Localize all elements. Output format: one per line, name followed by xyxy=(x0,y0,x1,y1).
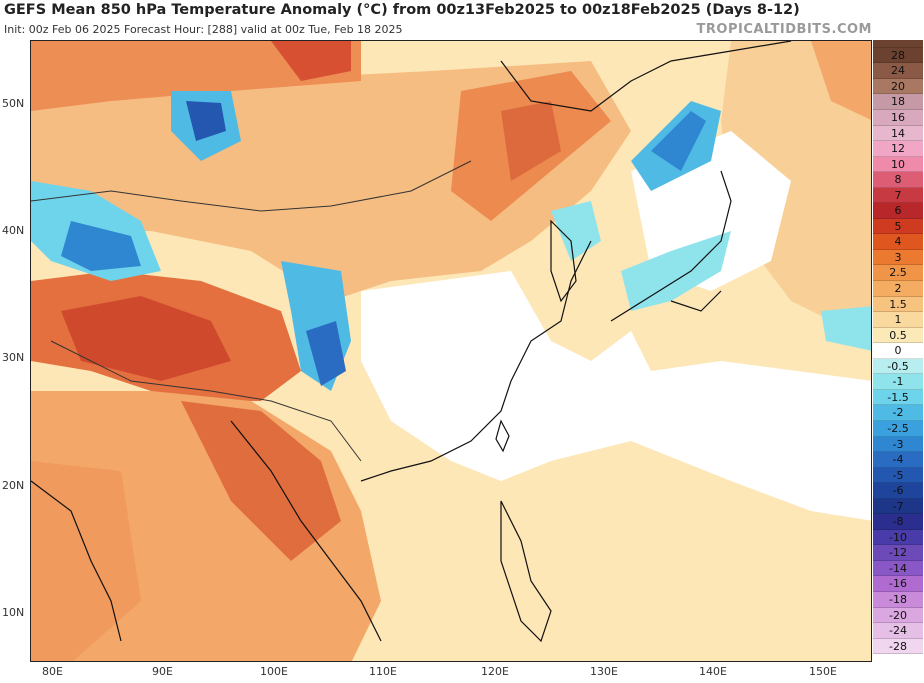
colorbar-level: 0.5 xyxy=(873,327,923,344)
coastline-china xyxy=(360,240,592,482)
coastline-korea xyxy=(550,219,577,303)
lat-label: 10N xyxy=(2,606,25,619)
lon-label: 150E xyxy=(809,665,837,678)
lon-label: 140E xyxy=(699,665,727,678)
lon-label: 110E xyxy=(369,665,397,678)
pacific-warm-region xyxy=(721,41,871,341)
colorbar-level: -18 xyxy=(873,592,923,608)
colorbar-level: -5 xyxy=(873,467,923,484)
colorbar-level: 2 xyxy=(873,281,923,297)
colorbar-level: 7 xyxy=(873,187,923,204)
lat-label: 30N xyxy=(2,351,25,364)
lon-label: 100E xyxy=(260,665,288,678)
lat-label: 40N xyxy=(2,224,25,237)
neutral-zone-east-china-sea xyxy=(361,271,871,521)
colorbar-level: 24 xyxy=(873,63,923,79)
colorbar-level: 12 xyxy=(873,141,923,157)
pacific-cold-patch xyxy=(821,306,871,351)
colorbar-level: 20 xyxy=(873,78,923,95)
colorbar-level: -28 xyxy=(873,638,923,655)
colorbar-level: -0.5 xyxy=(873,358,923,375)
manchuria-cold-core xyxy=(651,111,706,171)
colorbar-level: -2.5 xyxy=(873,420,923,437)
coastline-japan xyxy=(610,170,732,322)
colorbar-level: -8 xyxy=(873,514,923,530)
anomaly-map-svg xyxy=(31,41,871,661)
colorbar-level: -2 xyxy=(873,405,923,421)
colorbar-level: 8 xyxy=(873,172,923,188)
colorbar-level: -1.5 xyxy=(873,389,923,406)
colorbar-level: -1 xyxy=(873,374,923,390)
colorbar-level: 4 xyxy=(873,234,923,250)
lon-label: 80E xyxy=(42,665,63,678)
colorbar-level: -10 xyxy=(873,529,923,546)
colorbar-level: 0 xyxy=(873,343,923,359)
coastline-indochina xyxy=(230,420,382,642)
anomaly-map xyxy=(30,40,872,662)
colorbar-level: -3 xyxy=(873,436,923,453)
siberia-hot-core xyxy=(271,41,351,81)
kazakh-cold-core xyxy=(61,221,141,271)
map-subtitle: Init: 00z Feb 06 2025 Forecast Hour: [28… xyxy=(4,23,403,36)
colorbar-level: -20 xyxy=(873,607,923,624)
altai-cold-core xyxy=(186,101,226,141)
lat-label: 20N xyxy=(2,479,25,492)
coastline-india xyxy=(31,480,122,642)
colorbar-level: -4 xyxy=(873,452,923,468)
colorbar-cap xyxy=(873,40,923,48)
colorbar-level: 14 xyxy=(873,125,923,142)
colorbar-level: -7 xyxy=(873,498,923,515)
colorbar-level: 1.5 xyxy=(873,296,923,313)
mongolia-hot-core xyxy=(501,101,561,181)
colorbar-level: -12 xyxy=(873,545,923,561)
colorbar-level: 18 xyxy=(873,94,923,110)
tibet-hot-core xyxy=(61,296,231,381)
source-watermark: TROPICALTIDBITS.COM xyxy=(696,22,872,37)
lat-label: 50N xyxy=(2,97,25,110)
colorbar-level: 6 xyxy=(873,203,923,219)
coastline-philippines xyxy=(500,500,552,643)
colorbar-level: -14 xyxy=(873,560,923,577)
siberia-warm xyxy=(31,41,361,111)
colorbar-level: 2.5 xyxy=(873,265,923,282)
coastline-taiwan xyxy=(495,419,510,453)
pacific-warm-core xyxy=(811,41,871,121)
colorbar-legend: 28 24 20 18 16 14 12 10 8 7 6 5 4 3 2.5 2 1.5 1 0.5 0 -0.5 -1… xyxy=(873,40,923,662)
lon-label: 90E xyxy=(152,665,173,678)
colorbar-level: -6 xyxy=(873,483,923,499)
colorbar-level: -16 xyxy=(873,576,923,593)
lon-label: 130E xyxy=(590,665,618,678)
lon-label: 120E xyxy=(481,665,509,678)
sichuan-cold-core xyxy=(306,321,346,386)
border-north xyxy=(31,160,472,212)
coastline-northeast xyxy=(500,41,792,112)
colorbar-level: 1 xyxy=(873,312,923,328)
colorbar-level: 28 xyxy=(873,47,923,64)
colorbar-level: 16 xyxy=(873,109,923,126)
colorbar-level: 10 xyxy=(873,156,923,173)
border-south xyxy=(50,340,362,462)
colorbar-level: 5 xyxy=(873,218,923,235)
colorbar-level: -24 xyxy=(873,623,923,639)
japan-cold xyxy=(621,231,731,311)
map-title: GEFS Mean 850 hPa Temperature Anomaly (°… xyxy=(4,2,800,18)
colorbar-level: 3 xyxy=(873,249,923,266)
